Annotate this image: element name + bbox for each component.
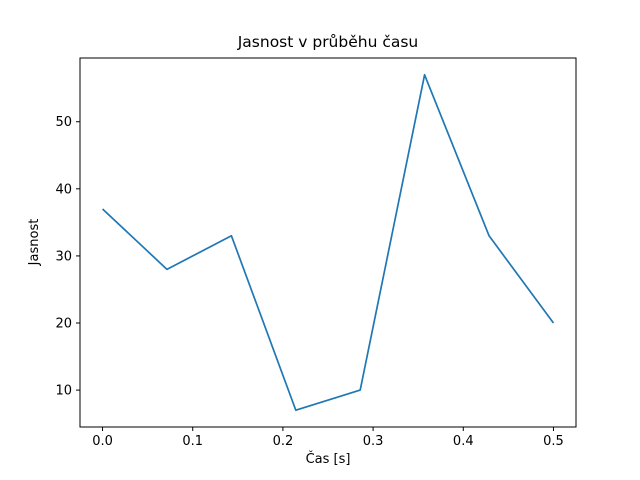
y-tick-label: 50 <box>55 115 72 130</box>
x-tick-label: 0.0 <box>92 434 113 449</box>
x-tick-label: 0.5 <box>543 434 564 449</box>
x-tick-label: 0.1 <box>182 434 203 449</box>
y-tick-label: 10 <box>55 384 72 399</box>
x-tick-label: 0.4 <box>453 434 474 449</box>
y-tick-label: 20 <box>55 317 72 332</box>
x-tick-label: 0.2 <box>273 434 294 449</box>
y-tick-label: 40 <box>55 182 72 197</box>
x-axis-label: Čas [s] <box>306 451 351 467</box>
plot-background <box>80 58 576 427</box>
axes-frame <box>79 57 577 428</box>
y-axis-label: Jasnost <box>27 219 42 267</box>
x-tick-label: 0.3 <box>363 434 384 449</box>
data-line-jasnost <box>101 73 555 412</box>
plot-area: 0.0 0.1 0.2 0.3 0.4 0.5 10 20 30 40 50 <box>55 73 564 449</box>
y-tick-label: 30 <box>55 249 72 264</box>
chart-title: Jasnost v průběhu času <box>237 33 419 51</box>
